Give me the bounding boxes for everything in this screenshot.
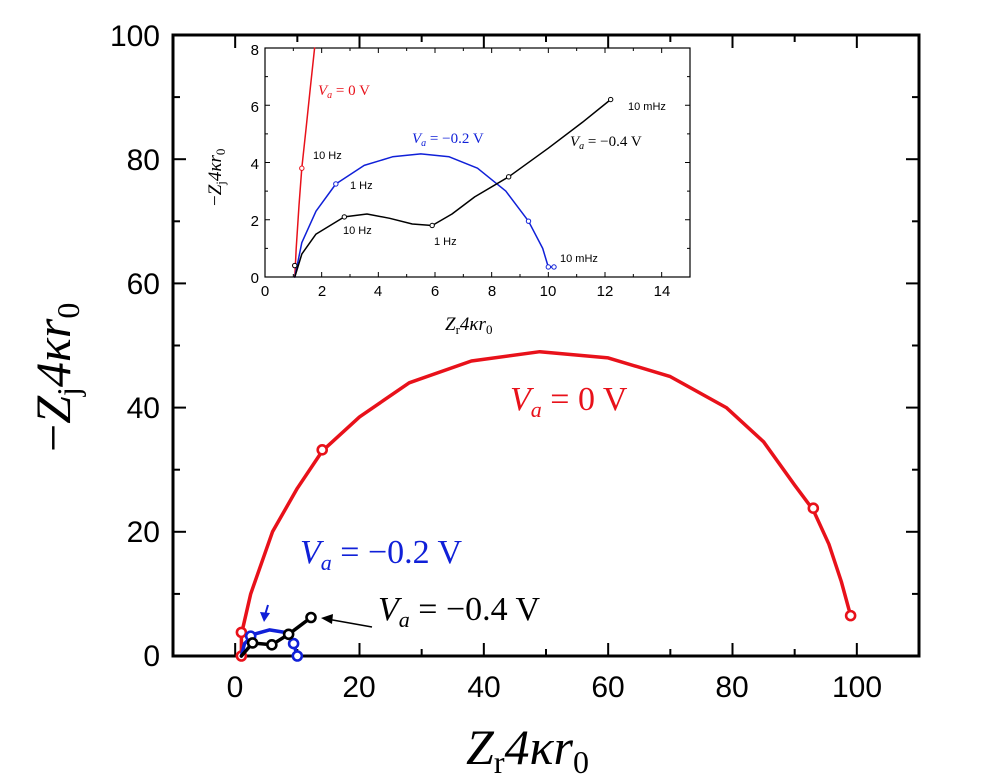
main-series-0-marker-1 (235, 626, 248, 639)
main-plot: 0 20 40 60 80 100 0 20 40 60 80 100 Zr4κ… (25, 20, 921, 776)
main-series-0-marker-4 (844, 609, 857, 622)
inset-y-axis-label: −Zj4κr0 (205, 149, 228, 206)
main-xtick-label-2: 40 (467, 671, 500, 704)
main-series (235, 349, 857, 662)
inset-annotation-10hz-black: 10 Hz (343, 225, 372, 237)
main-label-va-0: Va = 0 V (510, 381, 628, 422)
inset-series-1-marker-2 (545, 264, 552, 270)
inset-xtick-label-6: 12 (597, 283, 614, 300)
inset-ytick-label-0: 0 (251, 270, 259, 287)
inset-series-0-marker-1 (299, 165, 305, 171)
main-series-0-marker-2 (316, 444, 329, 456)
main-ytick-label-3: 60 (127, 268, 160, 301)
inset-ytick-label-1: 2 (251, 213, 259, 230)
inset-series-1-marker-1 (525, 218, 532, 224)
main-xtick-label-3: 60 (591, 671, 624, 704)
main-series-2-marker-2 (282, 628, 295, 641)
inset-annotation-1hz-black: 1 Hz (434, 236, 457, 248)
inset-series-2-marker-4 (607, 96, 614, 103)
inset-xtick-label-5: 10 (540, 283, 557, 300)
inset-label-va-0: Va = 0 V (318, 83, 370, 101)
inset-series-line-1 (294, 153, 555, 278)
inset-plot-frame (264, 47, 691, 278)
inset-xtick-label-1: 2 (318, 283, 326, 300)
main-series-2-marker-0 (246, 637, 259, 649)
main-series-2-marker-3 (305, 611, 317, 624)
main-ticks (173, 34, 919, 657)
inset-series-2-marker-3 (505, 174, 512, 180)
main-x-axis-label: Zr4κr0 (466, 719, 589, 776)
inset-series-line-2 (294, 98, 612, 278)
inset-series (292, 47, 614, 278)
inset-annotation-10mhz-blue: 10 mHz (560, 253, 598, 265)
inset-xtick-label-0: 0 (261, 283, 269, 300)
inset-label-va-neg02: Va = −0.2 V (412, 131, 484, 149)
neg04-arrow-line (326, 618, 373, 628)
inset-xtick-label-7: 14 (654, 283, 671, 300)
inset-ytick-label-2: 4 (251, 156, 259, 173)
main-xtick-label-5: 100 (832, 671, 882, 704)
inset-series-1-marker-0 (333, 181, 339, 187)
main-series-1-marker-2 (291, 650, 304, 662)
neg02-arrow-head (260, 612, 270, 622)
neg04-arrow-head (321, 614, 333, 624)
inset-series-1-marker-3 (551, 264, 557, 270)
main-y-axis-label: −Zj4κr0 (25, 303, 86, 452)
inset-ytick-label-4: 8 (251, 42, 259, 59)
inset-xtick-label-3: 6 (431, 283, 439, 300)
inset-annotation-10mhz-black: 10 mHz (628, 101, 666, 113)
main-label-va-neg04: Va = −0.4 V (378, 591, 541, 632)
inset-series-2-marker-2 (429, 222, 435, 229)
inset-series-2-marker-0 (292, 262, 298, 269)
inset-x-axis-label: Zr4κr0 (445, 314, 492, 337)
inset-xtick-label-2: 4 (374, 283, 382, 300)
inset-series-2-marker-1 (341, 214, 348, 220)
inset-plot: 0 2 4 6 8 0 2 4 6 8 10 12 14 Zr4κr0 −Zj4… (205, 42, 691, 337)
main-ytick-label-5: 100 (110, 20, 160, 53)
main-xtick-label-0: 0 (227, 671, 244, 704)
main-series-0-marker-3 (807, 502, 820, 515)
inset-label-va-neg04: Va = −0.4 V (570, 134, 642, 152)
main-xtick-label-1: 20 (342, 671, 375, 704)
inset-annotation-1hz-blue: 1 Hz (350, 180, 373, 192)
main-ytick-label-1: 20 (127, 516, 160, 549)
main-xtick-label-4: 80 (715, 671, 748, 704)
main-series-2-marker-1 (266, 639, 278, 651)
main-ytick-label-4: 80 (127, 144, 160, 177)
inset-xtick-label-4: 8 (488, 283, 496, 300)
main-label-va-neg02: Va = −0.2 V (300, 534, 463, 575)
main-ytick-label-2: 40 (127, 392, 160, 425)
inset-annotation-10hz-red: 10 Hz (313, 150, 342, 162)
inset-ticks (264, 47, 690, 278)
inset-ytick-label-3: 6 (251, 99, 259, 116)
main-ytick-label-0: 0 (143, 640, 160, 673)
main-series-1-marker-1 (287, 637, 300, 650)
